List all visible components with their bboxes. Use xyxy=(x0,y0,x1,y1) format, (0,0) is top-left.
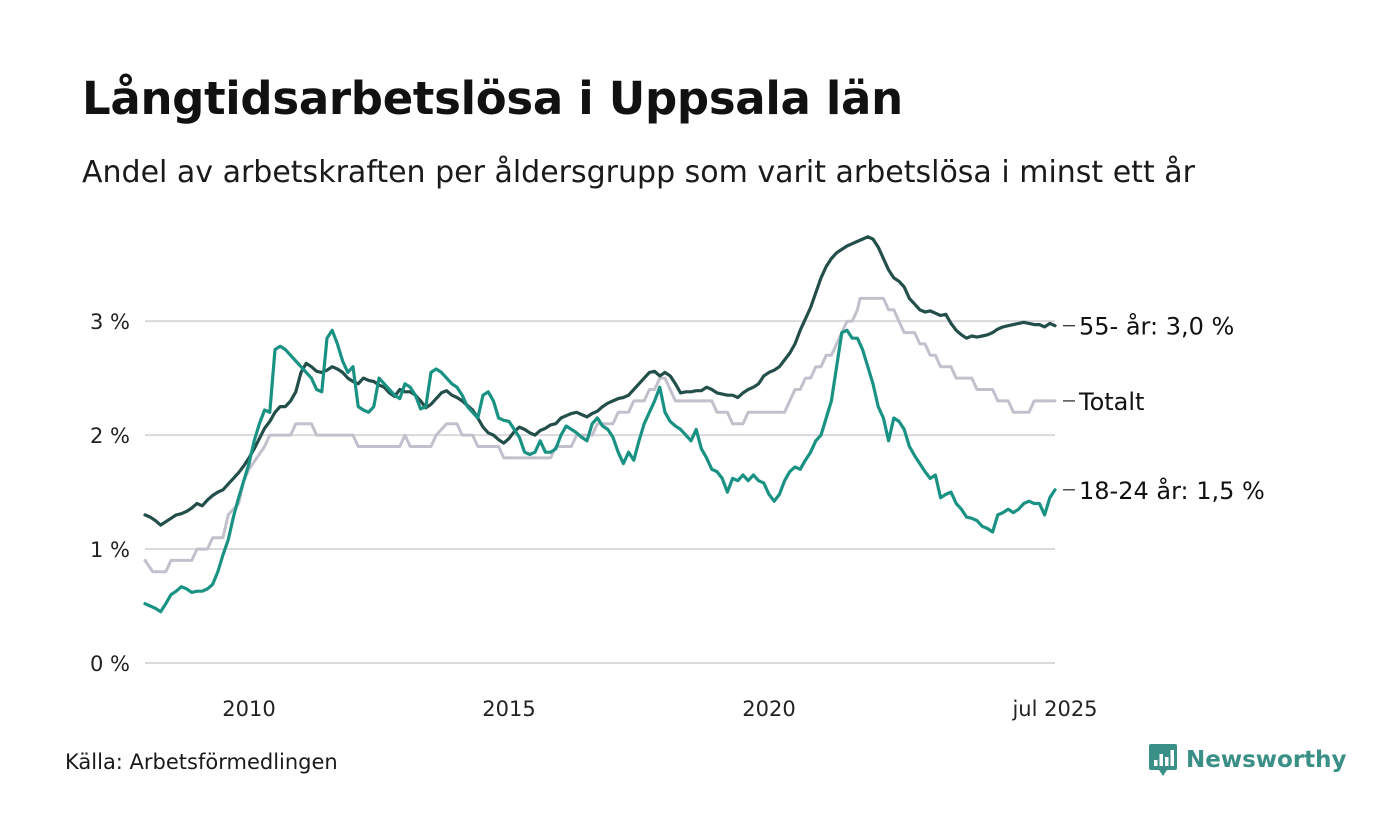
series-line xyxy=(143,296,1057,574)
brand-name: Newsworthy xyxy=(1186,747,1347,773)
series-end-label: Totalt xyxy=(1078,388,1144,416)
brand: Newsworthy xyxy=(1148,742,1347,778)
series-end-label: 18-24 år: 1,5 % xyxy=(1079,476,1265,505)
source-note: Källa: Arbetsförmedlingen xyxy=(65,750,338,774)
y-tick-label: 1 % xyxy=(90,538,130,562)
x-tick-label: 2015 xyxy=(482,697,535,721)
chart-title: Långtidsarbetslösa i Uppsala län xyxy=(82,72,903,125)
y-tick-label: 0 % xyxy=(90,652,130,676)
end-labels: Totalt 55- år: 3,0 % 18-24 år: 1,5 % xyxy=(1063,312,1265,505)
x-tick-label: 2010 xyxy=(222,697,275,721)
y-tick-label: 2 % xyxy=(90,424,130,448)
chart-subtitle: Andel av arbetskraften per åldersgrupp s… xyxy=(82,155,1195,190)
series-line xyxy=(143,328,1057,614)
y-tick-label: 3 % xyxy=(90,310,130,334)
series-line xyxy=(143,235,1057,527)
x-tick-label: jul 2025 xyxy=(1011,697,1097,721)
x-tick-label: 2020 xyxy=(742,697,795,721)
series-end-label: 55- år: 3,0 % xyxy=(1079,312,1234,341)
grid-layer: 0 % 1 % 2 % 3 % 2010 2015 2020 jul 2025 xyxy=(90,310,1098,721)
series-lines xyxy=(143,235,1057,614)
newsworthy-logo-icon xyxy=(1149,744,1177,776)
